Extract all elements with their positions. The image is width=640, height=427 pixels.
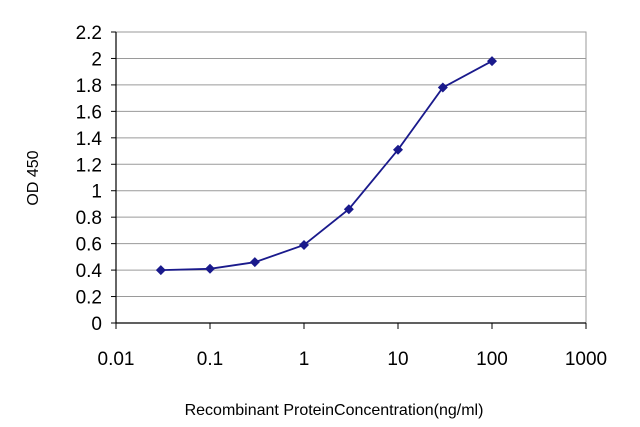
- y-tick-label: 0.4: [76, 261, 103, 282]
- data-point-marker: [487, 56, 497, 67]
- x-axis-title: Recombinant ProteinConcentration(ng/ml): [185, 402, 484, 419]
- data-point-marker: [205, 263, 215, 274]
- y-tick-label: 0.8: [76, 208, 102, 229]
- plot-area: [115, 31, 587, 324]
- y-tick-label: 2: [91, 49, 102, 70]
- x-tick-label: 1000: [565, 349, 607, 370]
- y-tick-label: 1.2: [76, 155, 102, 176]
- data-point-marker: [155, 265, 166, 276]
- data-point-marker: [249, 257, 260, 268]
- y-tick-label: 0: [91, 314, 102, 335]
- x-tick-label: 0.01: [98, 349, 135, 370]
- y-tick-label: 1.6: [76, 102, 102, 123]
- y-tick-label: 1: [91, 182, 102, 203]
- x-tick-label: 0.1: [197, 349, 223, 370]
- y-tick-label: 1.8: [76, 76, 102, 97]
- y-tick-label: 0.2: [76, 288, 102, 309]
- data-point-marker: [393, 144, 403, 155]
- x-axis-ticks: 0.01 0.1 1 10 100 1000: [98, 323, 607, 370]
- y-axis-ticks: 0 0.2 0.4 0.6 0.8 1 1.2 1.4 1.6 1.8 2 2.2: [76, 23, 116, 335]
- x-tick-label: 10: [387, 349, 408, 370]
- data-point-marker: [343, 204, 354, 215]
- y-tick-label: 0.6: [76, 235, 102, 256]
- y-tick-label: 1.4: [76, 129, 103, 150]
- data-series: [155, 56, 497, 276]
- y-tick-label: 2.2: [76, 23, 102, 44]
- data-point-marker: [299, 239, 309, 250]
- x-tick-label: 1: [299, 349, 310, 370]
- series-line: [160, 60, 493, 271]
- x-tick-label: 100: [476, 349, 508, 370]
- y-axis-title: OD 450: [25, 150, 42, 205]
- data-point-marker: [437, 82, 448, 93]
